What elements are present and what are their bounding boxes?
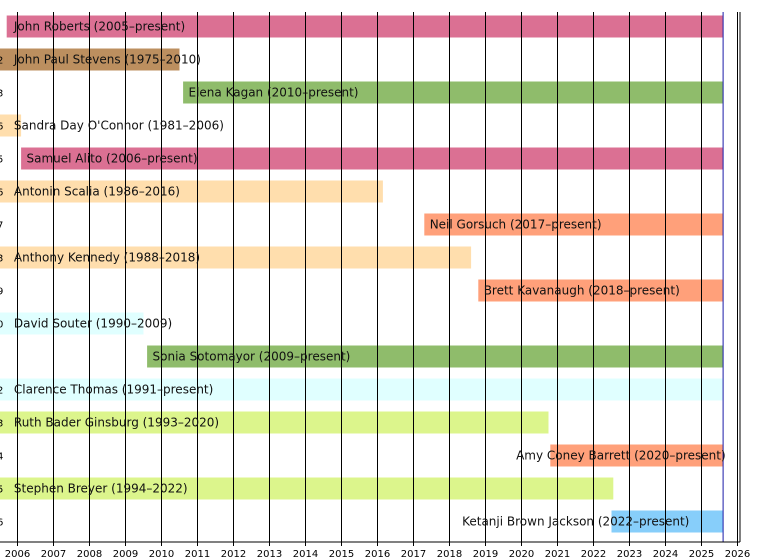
row-number-9: 0 [0,320,3,331]
bar-label-8: Brett Kavanaugh (2018–present) [484,284,680,298]
bar-11 [0,378,723,401]
bar-label-5: Antonin Scalia (1986–2016) [14,185,180,199]
x-tick-label-2013: 2013 [257,549,282,560]
row-number-15: 6 [0,518,3,529]
labels-layer: John Roberts (2005–present) John Paul Ste… [13,20,726,529]
x-tick-label-2008: 2008 [77,549,102,560]
bar-0 [6,15,723,38]
bar-label-4: Samuel Alito (2006–present) [27,152,198,166]
bar-3 [0,114,22,137]
bar-5 [0,180,383,203]
row-number-12: 3 [0,419,3,430]
x-tick-label-2024: 2024 [653,549,678,560]
bar-label-3: Sandra Day O'Connor (1981–2006) [14,119,224,133]
bar-label-11: Clarence Thomas (1991–present) [14,383,213,397]
x-tick-label-2014: 2014 [293,549,318,560]
bar-10 [147,345,724,368]
x-tick-label-2009: 2009 [113,549,138,560]
x-tick-label-2026: 2026 [725,549,750,560]
x-tick-label-2006: 2006 [5,549,30,560]
bar-label-10: Sonia Sotomayor (2009–present) [153,350,351,364]
bar-label-12: Ruth Bader Ginsburg (1993–2020) [14,416,219,430]
bar-label-9: David Souter (1990–2009) [14,317,172,331]
row-number-7: 3 [0,254,3,265]
x-tick-label-2007: 2007 [41,549,66,560]
row-number-6: 7 [0,221,3,232]
row-number-4: 5 [0,155,3,166]
bar-label-0: John Roberts (2005–present) [13,20,185,34]
bar-2 [183,81,724,104]
row-number-11: 2 [0,386,3,397]
bar-15 [611,510,723,533]
bar-9 [0,312,144,335]
bar-label-2: Elena Kagan (2010–present) [189,86,359,100]
row-number-14: 5 [0,485,3,496]
x-tick-label-2015: 2015 [329,549,354,560]
bar-12 [0,411,549,434]
row-number-8: 9 [0,287,3,298]
x-axis: 2006 2007 2008 2009 2010 2011 2012 2013 2014 2015… [0,541,750,560]
bar-label-6: Neil Gorsuch (2017–present) [430,218,602,232]
x-tick-label-2012: 2012 [221,549,246,560]
bar-label-13: Amy Coney Barrett (2020–present) [516,449,726,463]
x-tick-label-2020: 2020 [509,549,534,560]
bar-6 [424,213,723,236]
row-number-2: 3 [0,89,3,100]
row-number-1: 2 [0,56,3,67]
x-tick-label-2022: 2022 [581,549,606,560]
x-tick-label-2016: 2016 [365,549,390,560]
x-tick-label-2021: 2021 [545,549,570,560]
bar-14 [0,477,614,500]
x-tick-label-2023: 2023 [617,549,642,560]
bar-7 [0,246,472,269]
x-tick-label-2025: 2025 [689,549,714,560]
grid-layer [17,12,741,542]
x-tick-label-2010: 2010 [149,549,174,560]
row-number-3: 6 [0,122,3,133]
x-tick-label-2017: 2017 [401,549,426,560]
x-tick-label-2018: 2018 [437,549,462,560]
bar-label-7: Anthony Kennedy (1988–2018) [14,251,200,265]
bar-4 [21,147,724,170]
row-number-13: 4 [0,452,3,463]
bar-label-15: Ketanji Brown Jackson (2022–present) [462,515,689,529]
x-tick-label-2019: 2019 [473,549,498,560]
bar-label-1: John Paul Stevens (1975–2010) [13,53,201,67]
row-number-strip: 2 3 6 5 6 7 3 9 0 2 3 4 5 6 [0,56,3,529]
x-tick-label-2011: 2011 [185,549,210,560]
bar-label-14: Stephen Breyer (1994–2022) [14,482,188,496]
bar-8 [478,279,723,302]
row-number-5: 6 [0,188,3,199]
